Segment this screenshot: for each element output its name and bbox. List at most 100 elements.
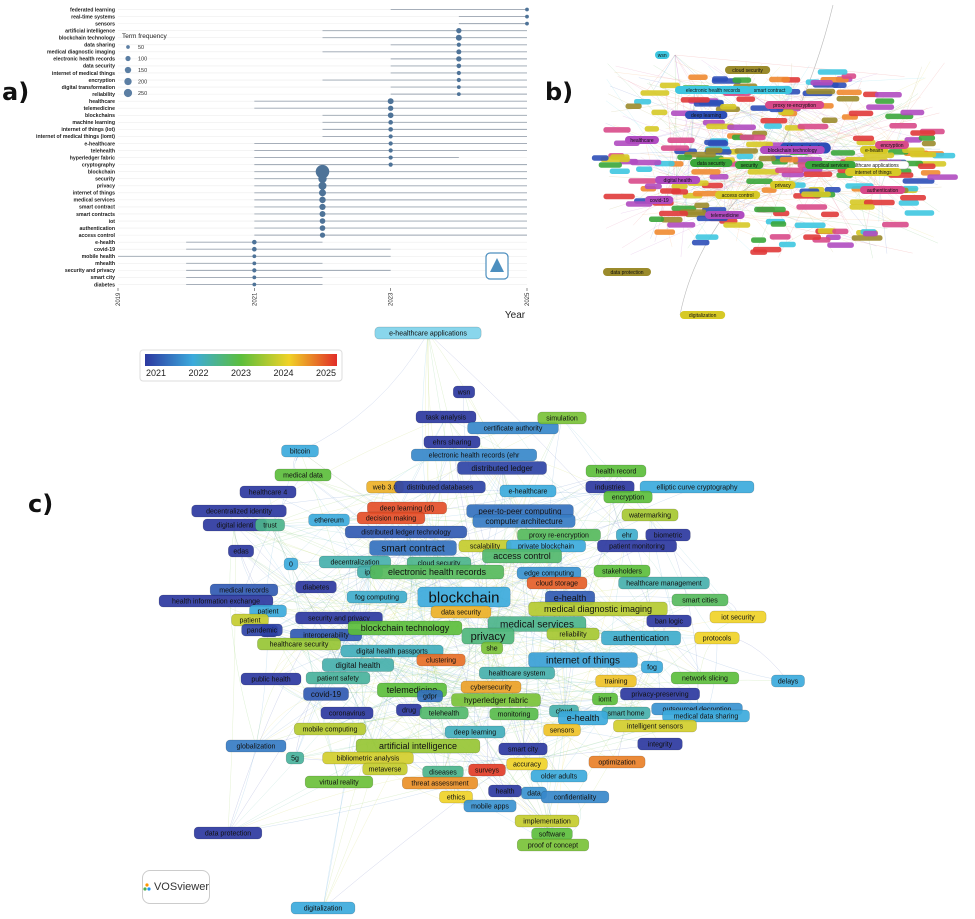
overlay-node [597, 539, 677, 553]
network-node-pill [648, 216, 665, 222]
network-node-label: covid-19 [650, 198, 669, 204]
network-node-pill [863, 91, 879, 98]
network-node [765, 101, 825, 109]
overlay-node [444, 725, 506, 739]
overlay-node-label: sensors [550, 727, 575, 734]
network-node-pill [691, 169, 721, 175]
network-node-pill [904, 210, 935, 216]
network-node-pill [898, 200, 919, 206]
overlay-node-label: healthcare security [270, 641, 329, 648]
network-node-pill [770, 221, 787, 227]
overlay-link [597, 608, 789, 682]
overlay-node [516, 838, 590, 852]
overlay-node-label: e-health [567, 713, 600, 723]
network-node-pill [680, 97, 710, 103]
term-label: diabetes [94, 282, 115, 288]
network-node-pill [882, 221, 909, 228]
overlay-node [530, 769, 588, 783]
network-node-pill [920, 170, 941, 176]
network-link [734, 194, 775, 242]
term-label: digital transformation [62, 85, 115, 91]
overlay-link [299, 332, 429, 452]
term-label: smart contract [79, 205, 115, 211]
overlay-node-label: diseases [429, 769, 457, 776]
term-label: real-time systems [71, 14, 115, 20]
network-node-pill [688, 74, 708, 80]
overlay-node [709, 610, 767, 624]
network-node-label: smart contract [754, 88, 786, 94]
overlay-node-label: distributed ledger [471, 464, 533, 473]
overlay-node [463, 799, 517, 813]
term-point [525, 14, 529, 19]
term-point [318, 189, 327, 197]
x-tick-label: 2023 [389, 292, 395, 306]
network-node-pill [625, 201, 653, 207]
network-node-pill [889, 122, 917, 129]
term-label: cryptography [82, 162, 115, 168]
term-point [252, 261, 257, 266]
overlay-node [255, 518, 285, 532]
term-label: healthcare [89, 99, 115, 105]
network-node-pill [739, 134, 766, 141]
plot-area [118, 4, 527, 290]
network-node-pill [910, 130, 936, 136]
network-node [875, 141, 909, 149]
overlay-link [474, 582, 665, 733]
overlay-node-label: cybersecurity [470, 684, 512, 691]
overlay-node [419, 706, 469, 720]
overlay-node-label: digitalization [304, 905, 343, 912]
network-node-pill [803, 171, 833, 177]
term-label: machine learning [72, 120, 115, 126]
network-node-label: e-healthcare applications [843, 163, 899, 169]
overlay-node [618, 576, 710, 590]
term-label: internet of things [73, 191, 115, 197]
overlay-node-label: smart cities [682, 597, 718, 604]
network-node [690, 159, 733, 167]
overlay-node [480, 641, 504, 655]
overlay-node [489, 707, 539, 721]
term-label: blockchain technology [59, 36, 115, 42]
overlay-node-label: task analysis [426, 414, 467, 421]
overlay-node [637, 737, 683, 751]
network-link [659, 54, 676, 80]
network-node-pill [660, 216, 683, 223]
term-point [456, 49, 462, 55]
term-label: telehealth [91, 148, 115, 154]
network-node-label: healthcare [630, 138, 654, 144]
term-point [388, 105, 394, 111]
overlay-node-label: electronic health records [388, 567, 487, 577]
overlay-node-label: globalization [237, 743, 276, 750]
overlay-node [374, 326, 482, 340]
overlay-node [257, 637, 341, 651]
overlay-node-label: she [486, 645, 497, 652]
network-node-label: digitalization [689, 313, 717, 319]
network-node-pill [603, 127, 631, 133]
network-node-pill [747, 169, 780, 175]
network-node-pill [900, 109, 925, 116]
overlay-node-label: fog computing [355, 594, 399, 601]
overlay-node-label: smart home [608, 710, 645, 717]
overlay-node [640, 660, 664, 674]
overlay-node [457, 461, 547, 475]
overlay-node [592, 692, 618, 706]
term-point [319, 196, 326, 204]
overlay-node-label: biometric [654, 532, 683, 539]
overlay-node [417, 689, 443, 703]
legend-size-circle [125, 55, 131, 62]
watermark-badge-icon [490, 258, 504, 272]
network-node [760, 146, 825, 154]
network-node-pill [763, 123, 782, 129]
overlay-node-label: artificial intelligence [379, 741, 457, 751]
network-node-label: encryption [880, 143, 903, 149]
overlay-node-label: software [539, 831, 566, 838]
term-label: smart city [90, 275, 115, 281]
term-label: authentication [80, 226, 115, 232]
overlay-node-label: edas [233, 548, 249, 555]
network-node-pill [927, 174, 958, 180]
overlay-node-label: older adults [541, 773, 578, 780]
network-node [705, 211, 745, 219]
network-node-pill [862, 230, 878, 237]
overlay-node-label: 0 [289, 561, 293, 568]
overlay-node-label: data [527, 790, 541, 797]
network-node-pill [918, 135, 936, 141]
